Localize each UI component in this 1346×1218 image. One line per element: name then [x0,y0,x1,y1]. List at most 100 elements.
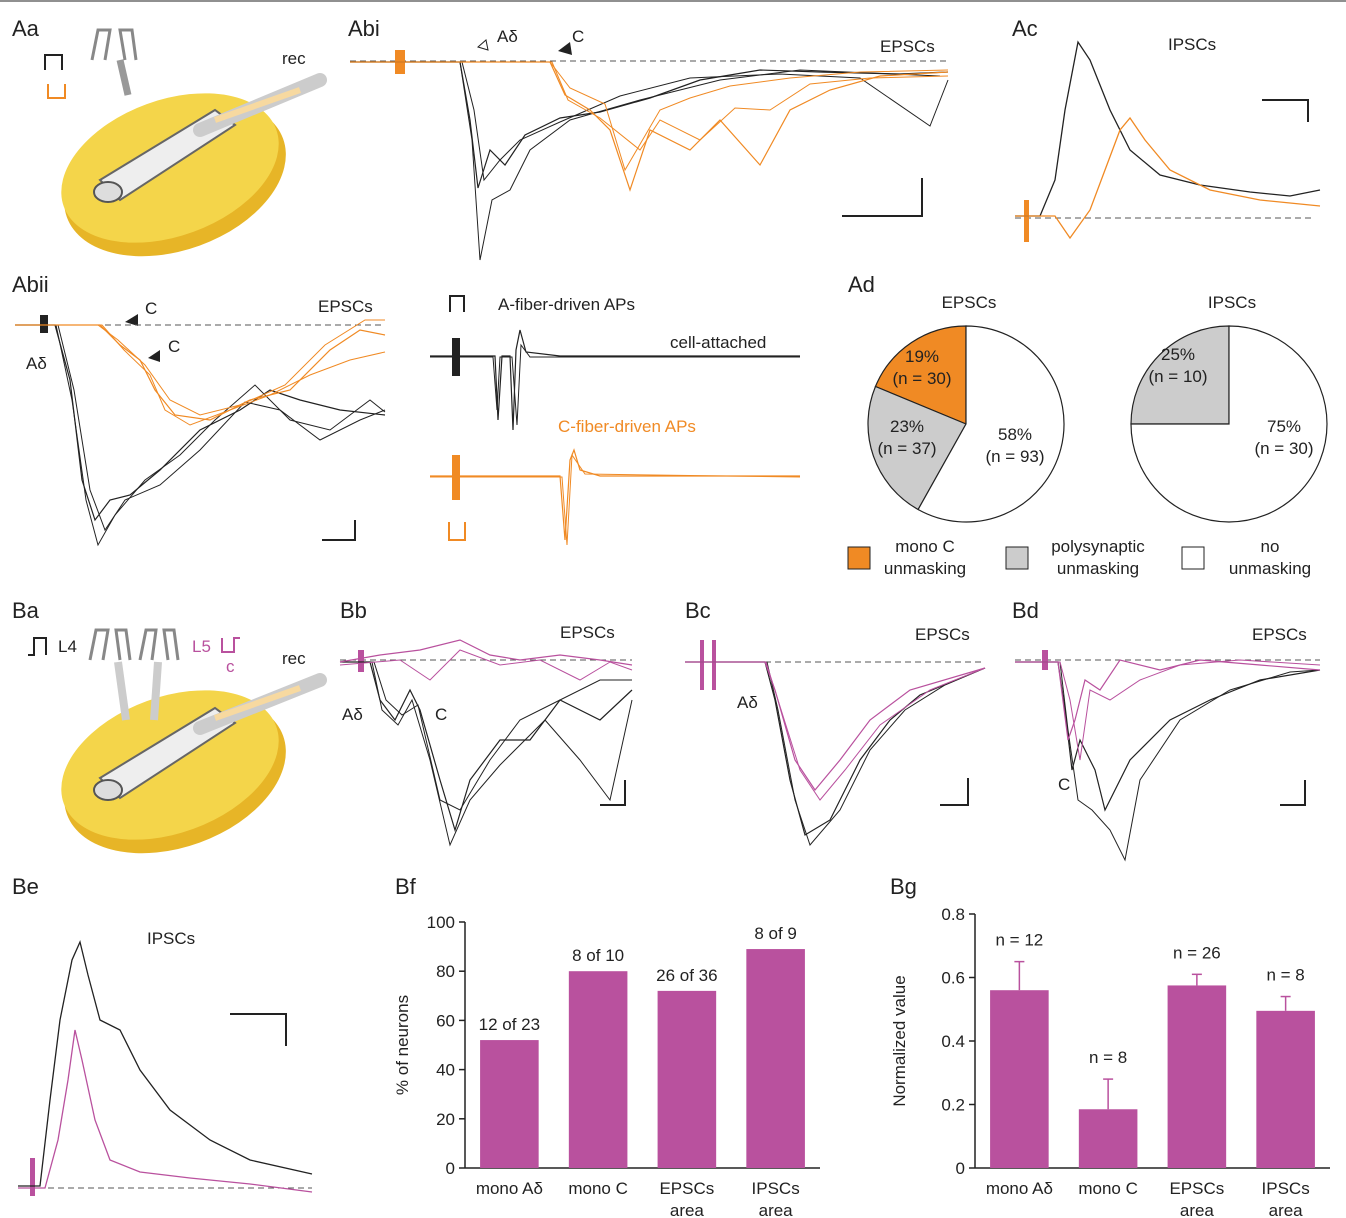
scale-bar-Bd [1280,780,1306,806]
cell-attached-label: cell-attached [670,333,766,352]
c-fiber-ap-traces [430,448,801,546]
bar-data-label: n = 12 [996,931,1044,950]
l4-label: L4 [58,637,77,656]
a-fiber-ap-traces [430,329,800,431]
panel-label-Abii: Abii [12,272,49,297]
pie-legend: mono C unmasking polysynaptic unmasking … [847,537,1311,578]
x-tick-label: mono C [568,1179,628,1198]
ad-label-Bb: Aδ [342,705,363,724]
x-tick-label: EPSCs [1169,1179,1224,1198]
pie-title-ipscs: IPSCs [1208,293,1256,312]
ipsc-traces-Be [18,939,313,1196]
bar [568,971,628,1168]
panel-label-Be: Be [12,874,39,899]
y-axis-label: Normalized value [890,975,909,1106]
c-label-Bd: C [1058,775,1070,794]
panel-label-Ad: Ad [848,272,875,297]
pie-slice-n: (n = 37) [877,439,936,458]
bar [480,1040,539,1168]
x-tick-label: area [759,1201,794,1218]
c1-arrowhead-Abii [125,314,138,326]
c-aps-label: C-fiber-driven APs [558,417,696,436]
rec-label-Aa: rec [282,49,306,68]
x-tick-label: EPSCs [659,1179,714,1198]
pie-slice [867,385,967,511]
epsc-traces-Bb [339,639,633,847]
x-tick-label: mono Aδ [986,1179,1053,1198]
x-tick-label: IPSCs [1262,1179,1310,1198]
bar [1256,1010,1315,1168]
c2-label-Abii: C [168,337,180,356]
pie-slice-percent: 75% [1267,417,1301,436]
x-tick-label: mono C [1078,1179,1138,1198]
c-arrowhead-Abi [558,42,572,55]
ad-label-Abi: Aδ [497,27,518,46]
ad-label-Abii: Aδ [26,354,47,373]
panel-label-Bf: Bf [395,874,417,899]
pie-slice-n: (n = 10) [1148,367,1207,386]
epsc-traces-Bc [685,640,986,846]
legend-none-l1: no [1261,537,1280,556]
scale-bar-Abii [322,520,356,541]
panel-label-Bb: Bb [340,598,367,623]
scale-bar-Bc [940,778,969,806]
stimulus-prep-illustration-Aa [44,28,327,257]
bar-chart-bf: 0 20 40 60 80 100 % of neurons 12 of 23 mono Aδ 8… [393,913,820,1218]
bar [990,990,1049,1168]
pie-title-epscs: EPSCs [942,293,997,312]
bar-data-label: 8 of 9 [754,924,797,943]
pie-slice-n: (n = 30) [892,369,951,388]
y-axis-label: % of neurons [393,995,412,1095]
a-aps-label: A-fiber-driven APs [498,295,635,314]
pie-slice [874,325,967,425]
panel-label-Aa: Aa [12,16,40,41]
title-Bd: EPSCs [1252,625,1307,644]
c1-label-Abii: C [145,299,157,318]
a-stim-icon [449,295,465,312]
c-stim-label-Ba: c [226,657,235,676]
scale-bar-Ac [1262,99,1309,122]
y-tick-label: 0.6 [941,969,965,988]
pie-slice-percent: 23% [890,417,924,436]
bar-data-label: n = 8 [1266,966,1304,985]
pie-slice-percent: 25% [1161,345,1195,364]
bar-data-label: 26 of 36 [656,966,717,985]
pie-slice [1130,325,1328,523]
title-Bb: EPSCs [560,623,615,642]
y-tick-label: 60 [436,1011,455,1030]
panel-label-Abi: Abi [348,16,380,41]
pie-slice-percent: 58% [998,425,1032,444]
bar-data-label: 12 of 23 [479,1015,540,1034]
legend-none-l2: unmasking [1229,559,1311,578]
bar-data-label: n = 26 [1173,943,1221,962]
scale-bar-Abi [842,178,923,217]
legend-poly-l2: unmasking [1057,559,1139,578]
bar-chart-bg: 0 0.2 0.4 0.6 0.8 Normalized value n = 12 mono … [890,905,1330,1218]
bar-data-label: 8 of 10 [572,946,624,965]
c-label-Bb: C [435,705,447,724]
legend-mono-l1: mono C [895,537,955,556]
y-tick-label: 100 [427,913,455,932]
legend-swatch-none [1181,546,1205,570]
epsc-traces-Bd [1015,650,1321,862]
y-tick-label: 40 [436,1061,455,1080]
ad-label-Bc: Aδ [737,693,758,712]
bar [657,990,717,1168]
panel-label-Bg: Bg [890,874,917,899]
pie-slice [1130,325,1230,425]
epsc-traces-Abi [350,50,949,261]
ad-arrowhead-Abi [476,39,489,51]
pie-slice [917,325,1065,523]
l5-label: L5 [192,637,211,656]
pie-ipscs: 25% (n = 10) 75% (n = 30) [1130,325,1328,523]
legend-poly-l1: polysynaptic [1051,537,1145,556]
bar-data-label: n = 8 [1089,1048,1127,1067]
x-tick-label: area [1180,1201,1215,1218]
y-tick-label: 0.4 [941,1032,965,1051]
y-tick-label: 0 [956,1159,965,1178]
panel-label-Bc: Bc [685,598,711,623]
pie-slice-n: (n = 93) [985,447,1044,466]
bar [1078,1109,1138,1168]
y-tick-label: 80 [436,962,455,981]
